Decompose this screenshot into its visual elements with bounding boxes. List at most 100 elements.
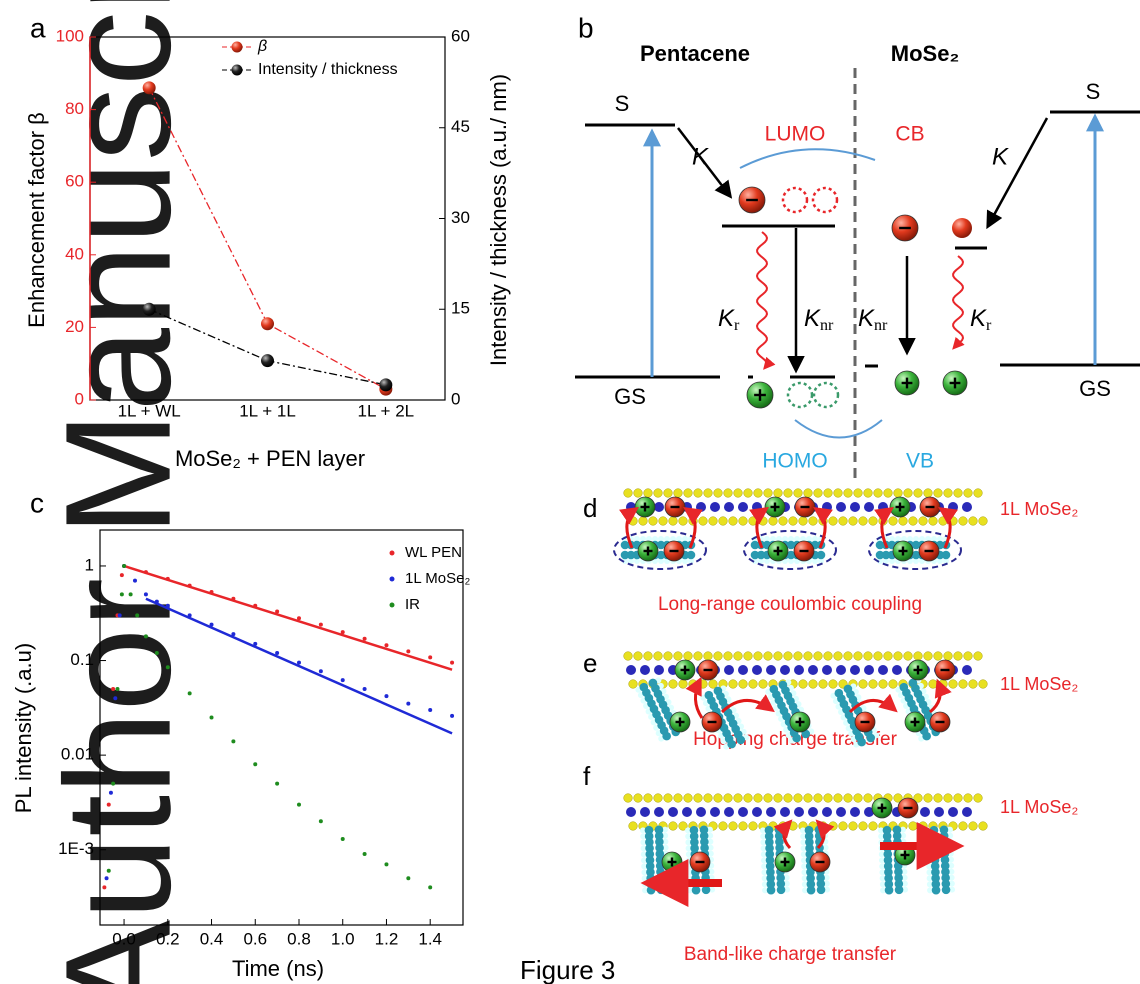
c-atom bbox=[892, 831, 902, 841]
c-atom bbox=[699, 831, 709, 841]
data-point bbox=[142, 302, 156, 316]
mo-atom bbox=[738, 665, 748, 675]
se-atom bbox=[643, 488, 653, 498]
legend-label: β bbox=[257, 38, 267, 55]
se-atom bbox=[853, 488, 863, 498]
data-point bbox=[231, 739, 236, 744]
se-atom bbox=[718, 516, 728, 526]
se-atom bbox=[763, 488, 773, 498]
c-atom bbox=[626, 550, 636, 560]
se-atom bbox=[773, 488, 783, 498]
c-atom bbox=[691, 885, 701, 895]
se-atom bbox=[838, 516, 848, 526]
y-tick-label: 80 bbox=[65, 99, 84, 118]
c-atom bbox=[816, 873, 825, 883]
level-label: LUMO bbox=[765, 123, 826, 146]
coupling-arrow bbox=[683, 506, 703, 549]
mo-atom bbox=[752, 807, 762, 817]
se-atom bbox=[908, 516, 918, 526]
empty-state bbox=[786, 381, 814, 409]
coupling-arrow bbox=[848, 693, 898, 714]
h-atom bbox=[783, 874, 790, 881]
c-atom bbox=[786, 550, 796, 560]
state-label: GS bbox=[1079, 376, 1111, 401]
se-atom bbox=[633, 488, 643, 498]
legend-marker bbox=[231, 41, 243, 53]
h-atom bbox=[943, 558, 949, 564]
mo-atom bbox=[752, 665, 762, 675]
h-atom bbox=[901, 868, 908, 875]
se-atom bbox=[843, 651, 853, 661]
mo-atom bbox=[822, 665, 832, 675]
data-point bbox=[115, 687, 120, 692]
se-atom bbox=[943, 793, 953, 803]
data-point bbox=[253, 641, 258, 646]
mo-atom bbox=[836, 807, 846, 817]
c-atom bbox=[804, 825, 814, 835]
c-atom bbox=[646, 885, 656, 895]
legend-marker bbox=[389, 550, 395, 556]
mo-atom bbox=[626, 665, 636, 675]
h-atom bbox=[682, 558, 688, 564]
se-atom bbox=[858, 679, 868, 689]
mo-atom bbox=[948, 807, 958, 817]
h-atom bbox=[801, 875, 808, 882]
h-atom bbox=[652, 536, 658, 542]
mo-atom bbox=[654, 502, 664, 512]
c-atom bbox=[775, 843, 784, 853]
se-atom bbox=[663, 488, 673, 498]
se-atom bbox=[843, 488, 853, 498]
h-atom bbox=[634, 536, 640, 542]
c-atom bbox=[931, 867, 940, 877]
h-atom bbox=[877, 827, 884, 834]
y-axis-label: PL intensity (.a.u) bbox=[11, 643, 36, 813]
se-atom bbox=[793, 488, 803, 498]
se-atom bbox=[893, 651, 903, 661]
h-atom bbox=[640, 833, 647, 840]
se-atom bbox=[753, 488, 763, 498]
se-atom bbox=[833, 793, 843, 803]
data-point bbox=[406, 701, 411, 706]
c-atom bbox=[816, 885, 826, 895]
mo-atom bbox=[962, 807, 972, 817]
rate-subscript: nr bbox=[820, 317, 834, 334]
c-atom bbox=[882, 825, 892, 835]
diagram-title: Pentacene bbox=[640, 41, 750, 66]
se-atom bbox=[903, 488, 913, 498]
h-atom bbox=[818, 558, 824, 564]
h-atom bbox=[709, 886, 716, 893]
h-atom bbox=[878, 833, 885, 840]
y-tick-label: 0 bbox=[75, 389, 84, 408]
c-atom bbox=[786, 540, 796, 550]
rate-symbol: K bbox=[858, 305, 875, 332]
empty-state bbox=[781, 186, 809, 214]
h-atom bbox=[682, 536, 688, 542]
panel-label: e bbox=[583, 648, 597, 678]
se-atom bbox=[813, 651, 823, 661]
c-atom bbox=[765, 861, 775, 871]
data-point bbox=[209, 715, 214, 720]
data-point bbox=[318, 819, 323, 824]
se-atom bbox=[658, 516, 668, 526]
h-atom bbox=[794, 536, 800, 542]
se-atom bbox=[788, 516, 798, 526]
se-atom bbox=[928, 679, 938, 689]
se-atom bbox=[668, 821, 678, 831]
se-atom bbox=[713, 651, 723, 661]
c-atom bbox=[816, 879, 826, 889]
h-atom bbox=[880, 887, 887, 894]
mo-atom bbox=[780, 807, 790, 817]
rate-label: Knr bbox=[858, 305, 888, 333]
h-atom bbox=[788, 536, 794, 542]
h-atom bbox=[687, 887, 694, 894]
mo-atom bbox=[962, 665, 972, 675]
c-atom bbox=[766, 873, 775, 883]
se-atom bbox=[823, 651, 833, 661]
h-atom bbox=[662, 844, 669, 851]
se-atom bbox=[703, 651, 713, 661]
scheme-caption: Band-like charge transfer bbox=[684, 944, 897, 965]
mo-atom bbox=[780, 665, 790, 675]
data-point bbox=[119, 573, 124, 578]
c-atom bbox=[766, 885, 776, 895]
data-point bbox=[362, 687, 367, 692]
